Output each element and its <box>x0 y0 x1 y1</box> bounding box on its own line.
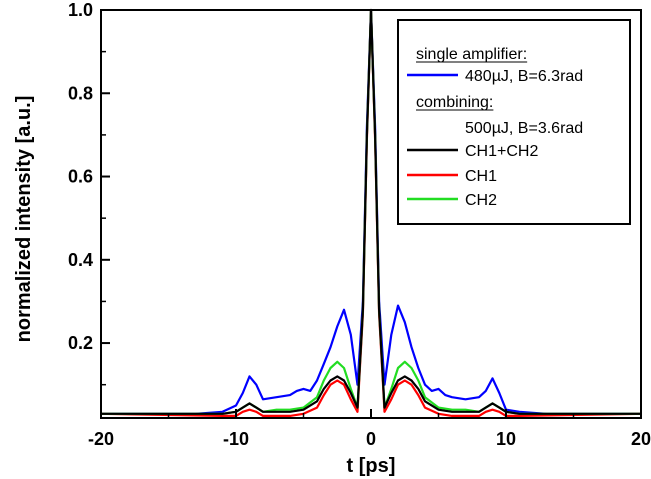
x-axis-label: t [ps] <box>347 455 396 477</box>
x-tick-label: 20 <box>631 429 651 449</box>
legend-heading-combining: combining: <box>416 94 493 111</box>
legend-label-480uJ: 480µJ, B=6.3rad <box>465 68 583 85</box>
legend: single amplifier: 480µJ, B=6.3rad combin… <box>397 19 631 225</box>
legend-note-500uJ: 500µJ, B=3.6rad <box>465 120 583 137</box>
x-tick-label: 10 <box>496 429 516 449</box>
legend-label-ch2: CH2 <box>465 192 497 209</box>
legend-label-ch1-ch2: CH1+CH2 <box>465 143 538 160</box>
legend-box <box>397 19 631 225</box>
y-tick-label: 0.2 <box>68 333 93 353</box>
ticks-layer: -20 -10 0 10 20 0.2 0.4 0.6 0.8 1.0 <box>68 0 651 449</box>
y-tick-label: 0.4 <box>68 250 93 270</box>
y-axis-label: normalized intensity [a.u.] <box>13 96 35 343</box>
x-tick-label: -20 <box>88 429 114 449</box>
y-tick-label: 1.0 <box>68 0 93 20</box>
y-tick-label: 0.6 <box>68 167 93 187</box>
legend-heading-single-amplifier: single amplifier: <box>416 46 527 63</box>
x-tick-label: 0 <box>366 429 376 449</box>
legend-label-ch1: CH1 <box>465 168 497 185</box>
y-tick-label: 0.8 <box>68 83 93 103</box>
x-tick-label: -10 <box>223 429 249 449</box>
